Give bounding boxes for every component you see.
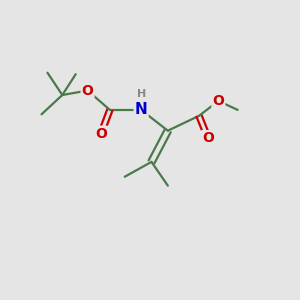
Text: O: O (95, 127, 107, 141)
Text: O: O (212, 94, 224, 108)
Text: O: O (82, 84, 94, 98)
Text: H: H (137, 88, 146, 99)
Text: O: O (202, 131, 214, 145)
Text: N: N (135, 102, 148, 117)
